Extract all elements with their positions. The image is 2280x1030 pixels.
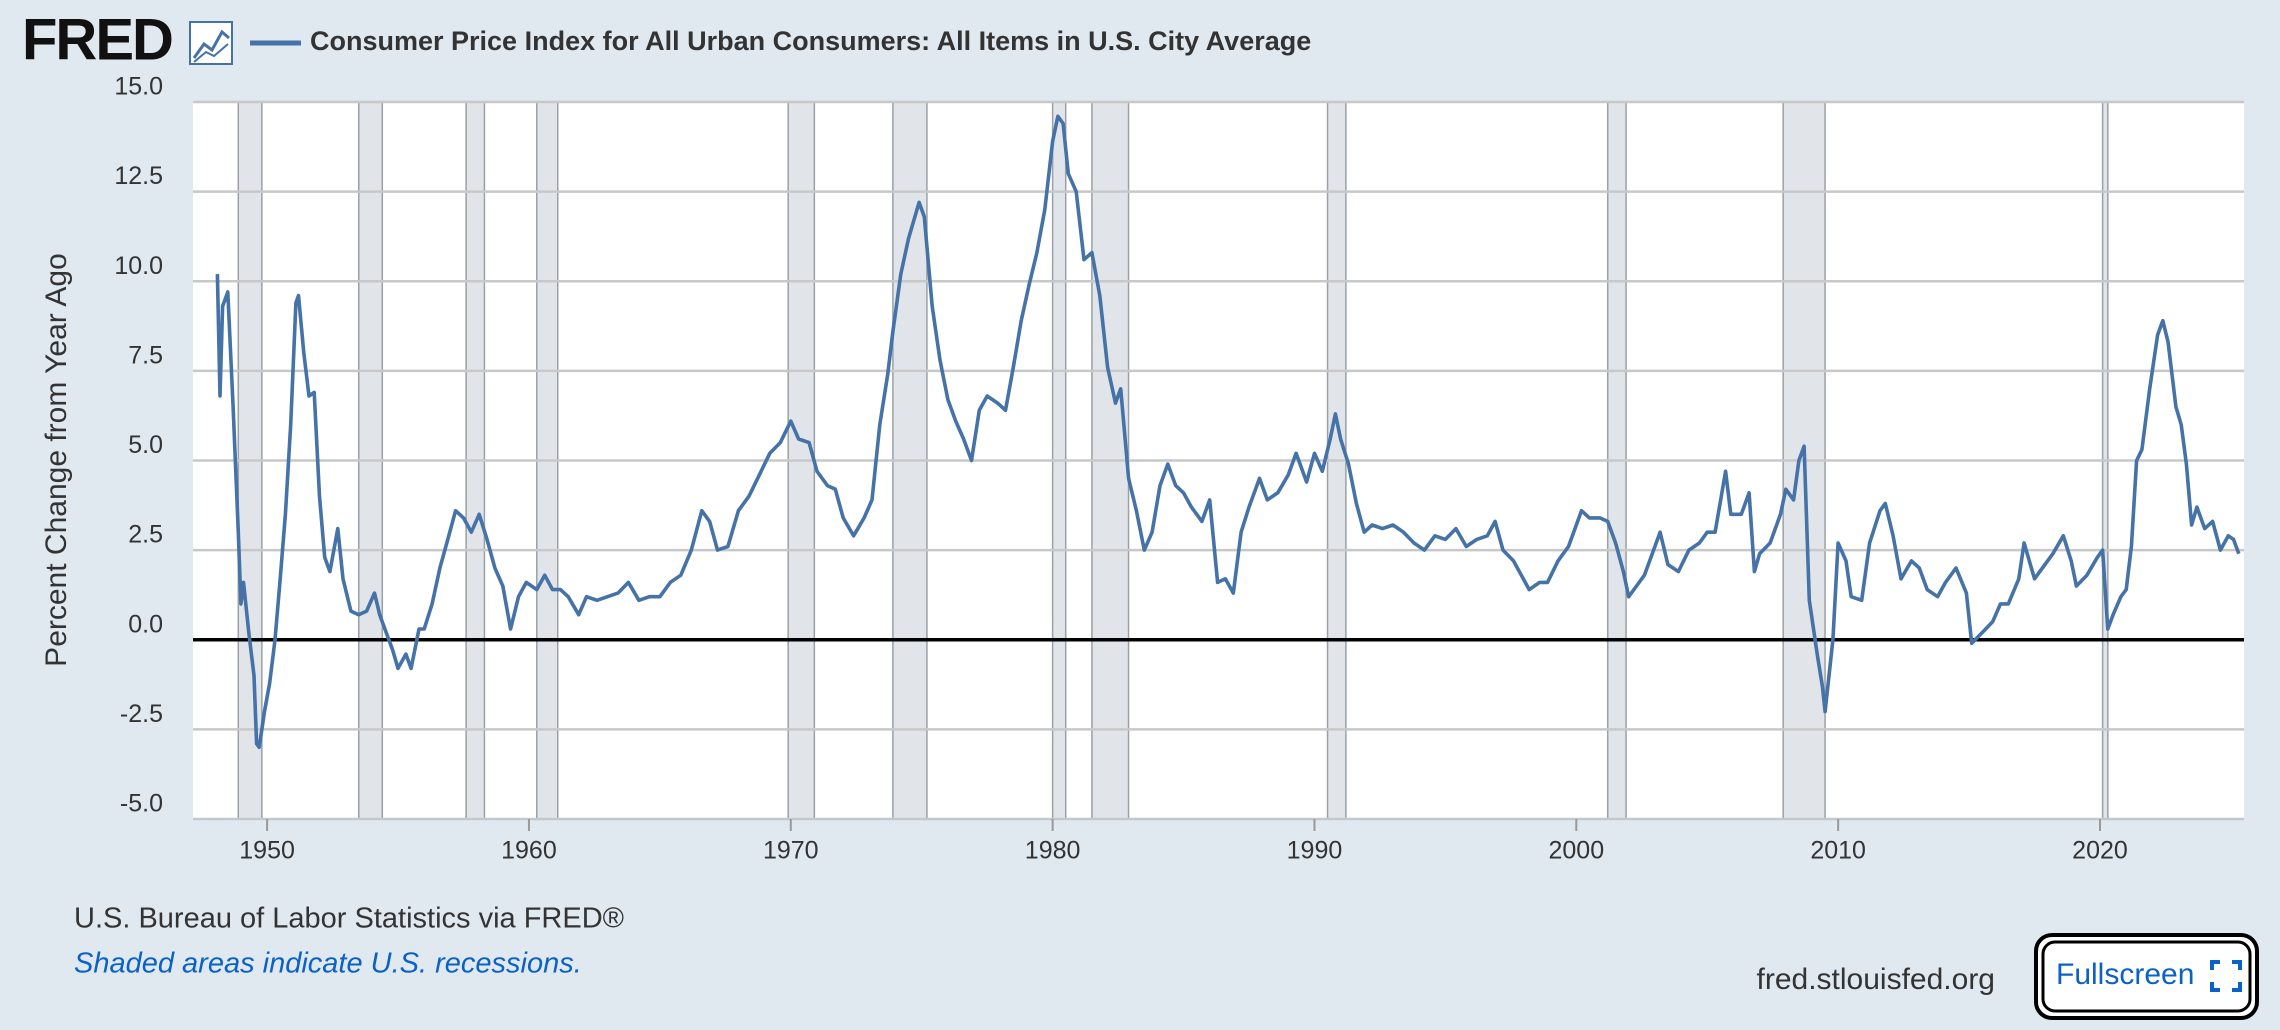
x-tick-label: 1980: [1025, 837, 1081, 865]
y-tick-label: 7.5: [128, 341, 163, 369]
x-tick-label: 2010: [1810, 837, 1866, 865]
y-tick-label: 15.0: [114, 73, 163, 101]
logo: FRED: [22, 7, 172, 72]
button-label[interactable]: Fullscreen: [2056, 958, 2194, 991]
fullscreen-icon[interactable]: [2210, 960, 2242, 992]
legend-label: Consumer Price Index for All Urban Consu…: [310, 26, 1311, 56]
button-inner[interactable]: [2041, 940, 2252, 1013]
logo-icon: [189, 21, 233, 65]
source: U.S. Bureau of Labor Statistics via FRED…: [74, 903, 624, 935]
x-tick-label: 2000: [1548, 837, 1604, 865]
x-tick-label: 1970: [763, 837, 819, 865]
button-frame[interactable]: [2034, 933, 2259, 1020]
series-line: [215, 114, 2241, 750]
y-axis-label: Percent Change from Year Ago: [40, 253, 73, 667]
y-tick-label: -2.5: [120, 700, 163, 728]
x-tick-label: 1950: [239, 837, 295, 865]
fullscreen-button[interactable]: Fullscreen: [2034, 933, 2259, 1020]
y-tick-label: 0.0: [128, 610, 163, 638]
site-url: fred.stlouisfed.org: [1757, 963, 1995, 996]
y-tick-label: 10.0: [114, 252, 163, 280]
y-tick-label: 2.5: [128, 521, 163, 549]
y-tick-label: 5.0: [128, 431, 163, 459]
x-tick-label: 1960: [501, 837, 557, 865]
x-tick-label: 2020: [2072, 837, 2128, 865]
x-tick-label: 1990: [1287, 837, 1343, 865]
y-tick-label: -5.0: [120, 790, 163, 818]
recession-note: Shaded areas indicate U.S. recessions.: [74, 948, 582, 980]
y-tick-label: 12.5: [114, 162, 163, 190]
